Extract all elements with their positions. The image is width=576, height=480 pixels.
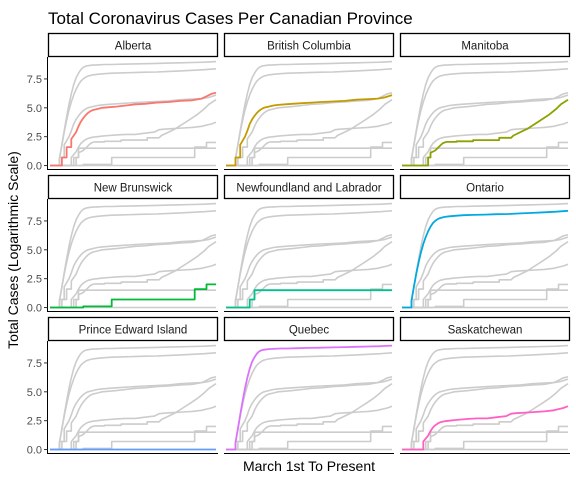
background-series-line-manitoba bbox=[50, 241, 217, 309]
facet-strip-manitoba bbox=[399, 32, 571, 58]
background-series-line-quebec bbox=[226, 60, 393, 167]
y-tick-label: 7.5 bbox=[27, 358, 42, 370]
facet-strip-newfoundland-and-labrador bbox=[223, 174, 395, 200]
background-series-line-saskatchewan bbox=[50, 405, 217, 451]
series-line-manitoba bbox=[402, 98, 569, 167]
facet-prince-edward-island: Prince Edward Island 0.0 2.5 5.0 7.5 bbox=[27, 316, 219, 457]
y-tick-label: 5.0 bbox=[27, 245, 42, 257]
background-series-line-saskatchewan bbox=[226, 121, 393, 167]
background-series-line-british-columbia bbox=[402, 94, 569, 167]
y-tick-label: 5.0 bbox=[27, 103, 42, 115]
facet-british-columbia: British Columbia bbox=[223, 32, 395, 170]
background-series-line-british-columbia bbox=[226, 236, 393, 309]
series-line-saskatchewan bbox=[402, 405, 569, 451]
facet-strip-alberta bbox=[47, 32, 219, 58]
background-series-line-british-columbia bbox=[402, 378, 569, 451]
y-tick-label: 7.5 bbox=[27, 74, 42, 86]
facet-ontario: Ontario bbox=[399, 174, 571, 312]
background-series-line-british-columbia bbox=[50, 236, 217, 309]
background-series-line-manitoba bbox=[402, 383, 569, 451]
facet-quebec: Quebec bbox=[223, 316, 395, 454]
y-axis-label: Total Cases (Logarithmic Scale) bbox=[5, 151, 21, 349]
facet-strip-new-brunswick bbox=[47, 174, 219, 200]
x-axis-label: March 1st To Present bbox=[243, 458, 375, 474]
facet-strip-ontario bbox=[399, 174, 571, 200]
background-series-line-british-columbia bbox=[50, 94, 217, 167]
facet-panels: Alberta 0.0 2.5 5.0 7.5 British Columbia Manit… bbox=[27, 32, 571, 457]
y-tick-label: 2.5 bbox=[27, 416, 42, 428]
background-series-line-manitoba bbox=[226, 241, 393, 309]
y-tick-label: 2.5 bbox=[27, 274, 42, 286]
facet-strip-label: Saskatchewan bbox=[448, 325, 523, 337]
background-series-line-manitoba bbox=[50, 383, 217, 451]
facet-strip-label: Manitoba bbox=[461, 41, 509, 53]
background-series-line-alberta bbox=[226, 92, 393, 167]
facet-newfoundland-and-labrador: Newfoundland and Labrador bbox=[223, 174, 395, 312]
background-series-line-saskatchewan bbox=[226, 263, 393, 309]
facet-strip-label: Prince Edward Island bbox=[79, 325, 188, 337]
background-series-line-british-columbia bbox=[50, 378, 217, 451]
background-series-line-saskatchewan bbox=[50, 121, 217, 167]
chart-title: Total Coronavirus Cases Per Canadian Pro… bbox=[48, 9, 413, 28]
facet-strip-quebec bbox=[223, 316, 395, 342]
background-series-line-manitoba bbox=[226, 383, 393, 451]
background-series-line-alberta bbox=[226, 234, 393, 309]
series-line-british-columbia bbox=[226, 94, 393, 167]
facet-strip-british-columbia bbox=[223, 32, 395, 58]
y-tick-label: 7.5 bbox=[27, 216, 42, 228]
series-line-newfoundland-and-labrador bbox=[226, 289, 392, 309]
background-series-line-alberta bbox=[402, 234, 569, 309]
background-series-line-manitoba bbox=[226, 99, 393, 167]
background-series-line-quebec bbox=[50, 60, 217, 167]
background-series-line-manitoba bbox=[50, 99, 217, 167]
background-series-line-saskatchewan bbox=[50, 263, 217, 309]
facet-strip-label: Alberta bbox=[115, 41, 152, 53]
background-series-line-manitoba bbox=[402, 241, 569, 309]
series-line-alberta bbox=[50, 91, 217, 167]
facet-strip-label: Ontario bbox=[466, 183, 504, 195]
facet-alberta: Alberta 0.0 2.5 5.0 7.5 bbox=[27, 32, 219, 173]
facet-strip-label: Quebec bbox=[289, 325, 330, 337]
background-series-line-alberta bbox=[50, 234, 217, 309]
facet-strip-label: British Columbia bbox=[267, 41, 351, 53]
background-series-line-saskatchewan bbox=[402, 121, 569, 167]
background-series-line-saskatchewan bbox=[402, 263, 569, 309]
facet-saskatchewan: Saskatchewan bbox=[399, 316, 571, 454]
background-series-line-british-columbia bbox=[402, 236, 569, 309]
background-series-line-alberta bbox=[50, 376, 217, 451]
y-tick-label: 0.0 bbox=[27, 303, 42, 315]
series-line-new-brunswick bbox=[50, 283, 216, 309]
y-tick-label: 0.0 bbox=[27, 445, 42, 457]
facet-new-brunswick: New Brunswick 0.0 2.5 5.0 7.5 bbox=[27, 174, 219, 315]
facet-manitoba: Manitoba bbox=[399, 32, 571, 170]
background-series-line-quebec bbox=[402, 202, 569, 309]
series-line-ontario bbox=[402, 209, 569, 309]
background-series-line-alberta bbox=[226, 376, 393, 451]
background-series-line-quebec bbox=[402, 344, 569, 451]
background-series-line-british-columbia bbox=[226, 378, 393, 451]
facet-strip-label: New Brunswick bbox=[94, 183, 173, 195]
y-tick-label: 5.0 bbox=[27, 387, 42, 399]
facet-strip-prince-edward-island bbox=[47, 316, 219, 342]
background-series-line-saskatchewan bbox=[226, 405, 393, 451]
background-series-line-alberta bbox=[402, 92, 569, 167]
background-series-line-quebec bbox=[50, 202, 217, 309]
background-series-line-quebec bbox=[226, 202, 393, 309]
background-series-line-alberta bbox=[402, 376, 569, 451]
series-line-quebec bbox=[226, 344, 393, 451]
background-series-line-quebec bbox=[50, 344, 217, 451]
y-tick-label: 2.5 bbox=[27, 132, 42, 144]
background-series-line-quebec bbox=[402, 60, 569, 167]
y-tick-label: 0.0 bbox=[27, 161, 42, 173]
facet-strip-saskatchewan bbox=[399, 316, 571, 342]
facet-strip-label: Newfoundland and Labrador bbox=[236, 183, 381, 195]
